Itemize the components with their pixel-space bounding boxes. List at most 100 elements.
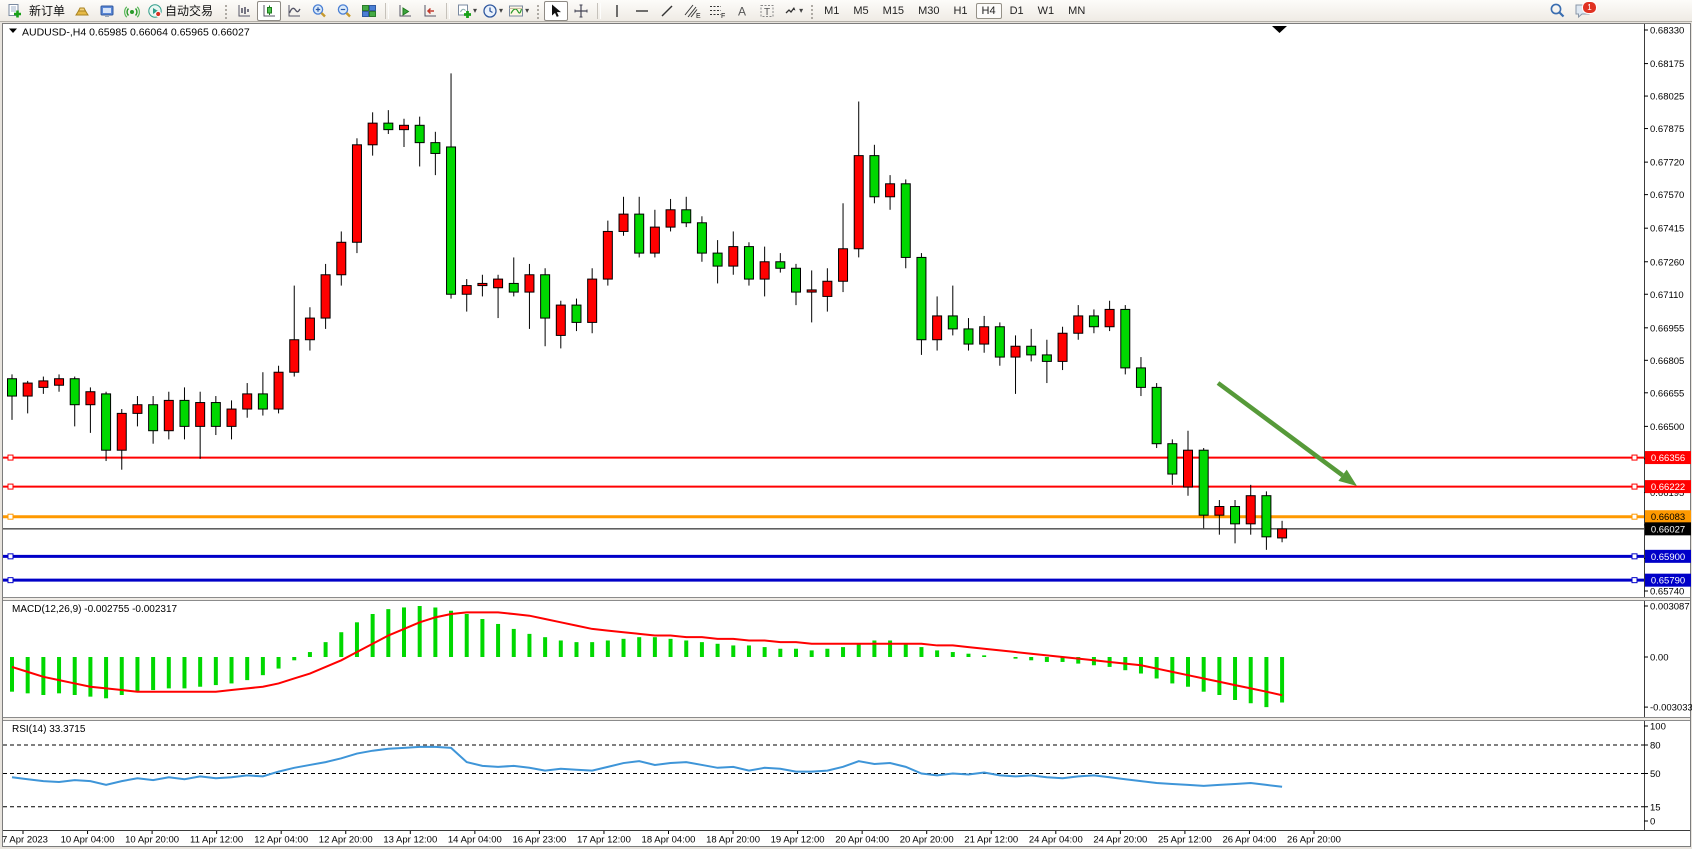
bar-chart-mode-button[interactable] <box>232 1 256 21</box>
candle[interactable] <box>1230 500 1241 544</box>
candle[interactable] <box>853 101 864 258</box>
notifications-button[interactable]: 1 <box>1574 0 1597 20</box>
timeframe-h4[interactable]: H4 <box>975 2 1002 19</box>
candle[interactable] <box>838 203 849 293</box>
horizontal-levels[interactable] <box>3 456 1644 582</box>
pane-splitter[interactable] <box>3 597 1690 601</box>
candle[interactable] <box>85 387 96 433</box>
crosshair-tool-button[interactable] <box>569 1 593 21</box>
toolbar-grip[interactable] <box>223 2 229 19</box>
candle[interactable] <box>1104 300 1115 332</box>
candle[interactable] <box>822 268 833 312</box>
timeframe-mn[interactable]: MN <box>1068 4 1086 17</box>
candle[interactable] <box>289 285 300 377</box>
toolbar-grip[interactable] <box>535 2 541 19</box>
candle[interactable] <box>1135 357 1146 397</box>
search-icon[interactable] <box>1549 2 1566 19</box>
candle[interactable] <box>696 216 707 262</box>
candle[interactable] <box>806 270 817 323</box>
level-handle[interactable] <box>7 454 14 461</box>
candle[interactable] <box>1214 500 1225 535</box>
candle[interactable] <box>1120 305 1131 375</box>
candle[interactable] <box>7 374 17 420</box>
level-handle[interactable] <box>1631 513 1638 520</box>
candlestick-mode-button[interactable] <box>257 0 282 21</box>
candle[interactable] <box>446 73 457 299</box>
zoom-in-button[interactable] <box>307 1 331 21</box>
timeframe-h1[interactable]: H1 <box>953 4 968 17</box>
trend-arrow[interactable] <box>1216 381 1357 486</box>
candle[interactable] <box>1245 484 1256 535</box>
candle[interactable] <box>618 196 629 236</box>
trendline-tool-button[interactable] <box>655 1 679 21</box>
candle[interactable] <box>132 396 143 427</box>
text-label-tool-button[interactable]: T <box>755 1 779 21</box>
pane-splitter[interactable] <box>3 717 1690 721</box>
candle[interactable] <box>477 274 488 297</box>
candle[interactable] <box>1073 305 1084 340</box>
candle[interactable] <box>195 391 206 459</box>
candle[interactable] <box>351 138 362 254</box>
level-0.66356[interactable]: 0.66356 <box>7 451 1691 465</box>
level-0.66222[interactable]: 0.66222 <box>7 480 1691 494</box>
candle[interactable] <box>900 179 911 269</box>
level-handle[interactable] <box>7 577 14 584</box>
candle[interactable] <box>587 268 598 334</box>
vertical-line-tool-button[interactable] <box>605 1 629 21</box>
candle[interactable] <box>493 274 504 319</box>
periods-button[interactable]: ▾ <box>480 1 505 21</box>
candle[interactable] <box>54 374 65 392</box>
candle[interactable] <box>38 376 49 394</box>
candle[interactable] <box>116 409 127 470</box>
level-0.66027[interactable]: 0.66027 <box>1645 522 1691 536</box>
level-0.66083[interactable]: 0.66083 <box>7 510 1691 524</box>
candle[interactable] <box>759 246 770 297</box>
new-order-button[interactable] <box>2 1 26 21</box>
level-handle[interactable] <box>7 513 14 520</box>
timeframe-m1[interactable]: M1 <box>824 4 840 17</box>
candle[interactable] <box>775 253 786 273</box>
candle[interactable] <box>273 365 284 414</box>
autotrading-button[interactable]: 自动交易 <box>145 1 219 21</box>
candle[interactable] <box>22 380 33 414</box>
level-handle[interactable] <box>1631 553 1638 560</box>
candle[interactable] <box>257 372 268 416</box>
tile-windows-button[interactable] <box>357 1 381 21</box>
level-0.65900[interactable]: 0.65900 <box>7 549 1691 563</box>
candle[interactable] <box>210 396 221 436</box>
timeframe-m30[interactable]: M30 <box>918 4 940 17</box>
candle[interactable] <box>163 391 174 440</box>
candle[interactable] <box>430 131 441 176</box>
candle[interactable] <box>979 315 990 353</box>
level-handle[interactable] <box>7 553 14 560</box>
candle[interactable] <box>367 112 378 156</box>
candle[interactable] <box>916 253 927 355</box>
toolbar-grip[interactable] <box>809 2 815 19</box>
candle[interactable] <box>1261 491 1272 550</box>
timeframe-d1[interactable]: D1 <box>1009 4 1024 17</box>
candle[interactable] <box>712 240 723 284</box>
candle[interactable] <box>226 400 237 440</box>
candle[interactable] <box>1198 448 1209 529</box>
candle[interactable] <box>1183 430 1193 496</box>
candle[interactable] <box>743 242 754 286</box>
fibonacci-tool-button[interactable]: F <box>705 1 729 21</box>
candle[interactable] <box>602 220 613 286</box>
symbol-dropdown-icon[interactable] <box>9 28 17 34</box>
candle[interactable] <box>383 110 394 134</box>
level-handle[interactable] <box>1631 577 1638 584</box>
candle[interactable] <box>540 268 551 347</box>
candle[interactable] <box>634 196 645 258</box>
candle[interactable] <box>649 209 660 258</box>
candle[interactable] <box>508 257 519 297</box>
candle[interactable] <box>1026 328 1037 362</box>
cursor-tool-button[interactable] <box>544 0 569 21</box>
candle[interactable] <box>963 318 974 351</box>
candle[interactable] <box>791 263 801 306</box>
candle[interactable] <box>681 196 692 228</box>
periods-dropdown-caret[interactable]: ▾ <box>499 6 504 15</box>
candle[interactable] <box>1057 326 1068 371</box>
candle[interactable] <box>665 198 676 232</box>
candle[interactable] <box>947 285 958 336</box>
candle[interactable] <box>524 263 535 329</box>
